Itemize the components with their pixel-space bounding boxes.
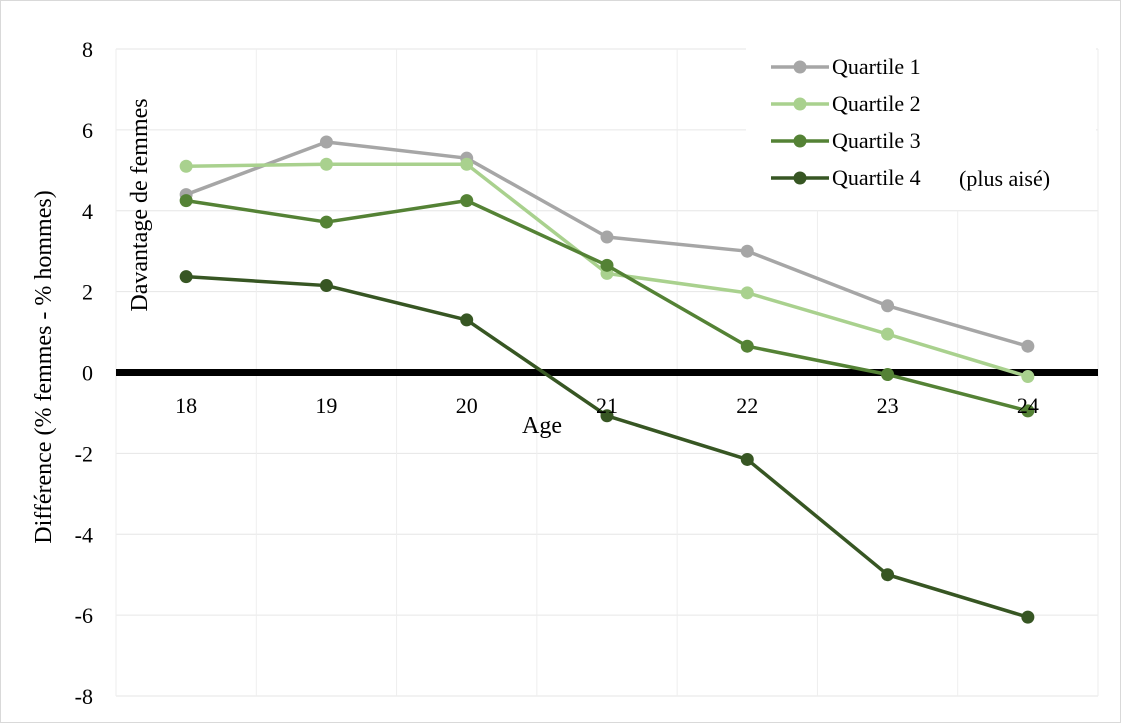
series-quartile-4 [179,270,1035,624]
data-point [740,452,754,466]
x-tick-label: 20 [456,393,478,418]
legend-swatch-marker [793,134,807,148]
data-point [1021,404,1035,418]
data-point [740,244,754,258]
data-point [1021,370,1035,384]
data-point [179,194,193,208]
legend: Quartile 1 Quartile 2 Quartile 3 Quartile 4 [771,54,921,190]
data-point [319,279,333,293]
data-point [319,135,333,149]
legend-note: (plus aisé) [959,166,1050,191]
legend-label: Quartile 3 [832,128,921,153]
annotation-more-women: Davantage de femmes [127,98,153,311]
data-point [600,409,614,423]
y-tick-label: -6 [75,603,93,628]
y-tick-label: 8 [82,37,93,62]
legend-swatch-marker [793,60,807,74]
y-tick-label: -2 [75,441,93,466]
data-point [1021,610,1035,624]
y-tick-label: 0 [82,361,93,386]
x-tick-label: 18 [175,393,197,418]
data-point [600,258,614,272]
legend-label: Quartile 2 [832,91,921,116]
y-tick-label: -8 [75,684,93,709]
data-point [600,230,614,244]
legend-swatch-marker [793,97,807,111]
x-axis-ticks: 18 19 20 21 22 23 24 [175,393,1039,418]
data-point [460,194,474,208]
y-tick-label: -4 [75,522,93,547]
series-line [186,274,1029,619]
legend-swatch-marker [793,171,807,185]
data-point [179,159,193,173]
x-tick-label: 19 [315,393,337,418]
legend-label: Quartile 1 [832,54,921,79]
y-tick-label: 2 [82,280,93,305]
series-layer [179,135,1035,624]
legend-entry: Quartile 2 [771,91,921,116]
series-quartile-3 [179,194,1035,418]
data-point [740,286,754,300]
data-point [881,327,895,341]
x-tick-label: 22 [736,393,758,418]
data-point [460,313,474,327]
legend-entry: Quartile 1 [771,54,921,79]
x-axis-title: Age [522,413,562,439]
data-point [319,157,333,171]
legend-entry: Quartile 4 [771,165,921,190]
data-point [881,568,895,582]
legend-label: Quartile 4 [832,165,921,190]
data-point [179,270,193,284]
data-point [740,339,754,353]
y-axis-ticks: 8 6 4 2 0 -2 -4 -6 -8 [75,37,93,709]
y-tick-label: 6 [82,118,93,143]
data-point [881,368,895,382]
legend-entry: Quartile 3 [771,128,921,153]
y-tick-label: 4 [82,199,93,224]
x-tick-label: 21 [596,393,618,418]
data-point [1021,339,1035,353]
data-point [319,215,333,229]
data-point [881,299,895,313]
x-tick-label: 24 [1017,393,1039,418]
x-tick-label: 23 [877,393,899,418]
data-point [460,157,474,171]
y-axis-title: Différence (% femmes - % hommes) [31,190,57,543]
